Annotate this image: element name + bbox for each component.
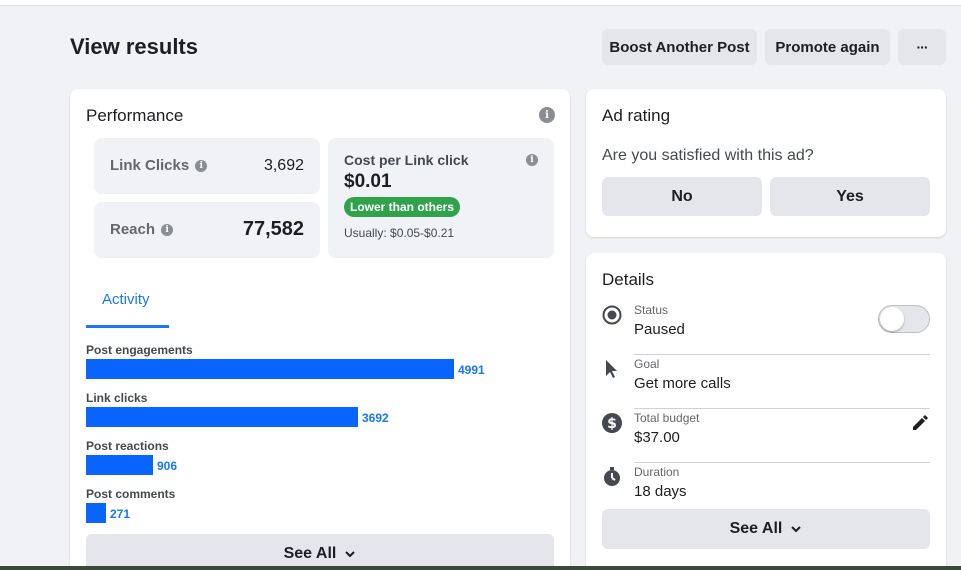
chevron-down-icon [345,551,356,558]
details-title: Details [602,270,654,289]
bar-value: 906 [157,459,178,473]
rating-no-button[interactable]: No [602,177,762,216]
bar [86,359,454,379]
window-bottom-edge [0,566,961,570]
dollar-budget-icon: $ [602,413,622,433]
toggle-knob [880,307,904,331]
details-card: Details Status Paused Goal Get more call… [586,253,946,570]
ad-rating-card: Ad rating Are you satisfied with this ad… [586,89,946,237]
page-title: View results [70,34,198,59]
more-options-button[interactable]: ··· [898,29,946,65]
divider [634,462,930,463]
divider [634,354,930,355]
lower-than-others-badge: Lower than others [344,197,461,217]
cost-per-link-click-metric: Cost per Link click i $0.01 Lower than o… [328,138,554,258]
cursor-goal-icon [606,360,617,378]
performance-see-all-button[interactable]: See All [86,534,554,570]
radio-status-icon [602,305,622,325]
status-row: Status Paused [602,301,930,355]
reach-label: Reach [110,221,156,238]
promote-again-button[interactable]: Promote again [765,29,890,65]
info-icon[interactable]: i [161,223,174,236]
duration-value: 18 days [634,483,687,500]
link-clicks-metric: Link Clicks i 3,692 [94,138,320,194]
bar [86,455,153,475]
bar-value: 4991 [458,363,485,377]
bar-label: Post comments [86,487,176,501]
rating-yes-button[interactable]: Yes [770,177,930,216]
link-clicks-label-wrap: Link Clicks i [110,157,208,174]
link-clicks-value: 3,692 [263,157,304,174]
reach-metric: Reach i 77,582 [94,202,320,258]
ad-rating-question: Are you satisfied with this ad? [602,147,814,164]
edit-pencil-icon[interactable] [910,413,930,433]
see-all-label: See All [283,545,337,562]
bar-label: Post reactions [86,439,169,453]
cpc-usual-range: Usually: $0.05-$0.21 [344,226,455,240]
goal-label: Goal [634,357,660,371]
tab-activity-underline [86,325,169,328]
cpc-label: Cost per Link click [344,152,469,168]
budget-row: $ Total budget $37.00 [602,409,930,463]
top-border [0,0,961,6]
bar [86,407,358,427]
duration-label: Duration [634,465,680,479]
budget-label: Total budget [634,411,700,425]
status-toggle[interactable] [878,305,930,333]
info-icon[interactable]: i [526,154,538,166]
bar [86,503,106,523]
see-all-label: See All [729,520,783,537]
info-icon[interactable]: i [195,159,208,172]
bar-value: 3692 [362,411,389,425]
duration-row: Duration 18 days [602,463,930,509]
goal-row: Goal Get more calls [602,355,930,409]
bar-label: Post engagements [86,343,193,357]
bar-label: Link clicks [86,391,148,405]
details-see-all-button[interactable]: See All [602,509,930,549]
bar-value: 271 [110,507,131,521]
boost-another-post-button[interactable]: Boost Another Post [602,29,757,65]
chevron-down-icon [791,526,802,533]
ad-rating-title: Ad rating [602,106,671,125]
goal-value: Get more calls [634,375,731,392]
svg-text:$: $ [607,416,617,432]
divider [634,408,930,409]
status-label: Status [634,303,669,317]
performance-card: Performance i Link Clicks i 3,692 Reach … [70,89,570,570]
reach-value: 77,582 [242,218,304,240]
stopwatch-duration-icon [604,467,620,486]
budget-value: $37.00 [634,429,680,446]
status-value: Paused [634,321,685,338]
reach-label-wrap: Reach i [110,221,174,238]
info-icon[interactable]: i [539,107,555,123]
cpc-value: $0.01 [344,171,392,192]
link-clicks-label: Link Clicks [110,157,190,174]
performance-title: Performance [86,106,184,125]
tab-activity[interactable]: Activity [102,291,150,308]
